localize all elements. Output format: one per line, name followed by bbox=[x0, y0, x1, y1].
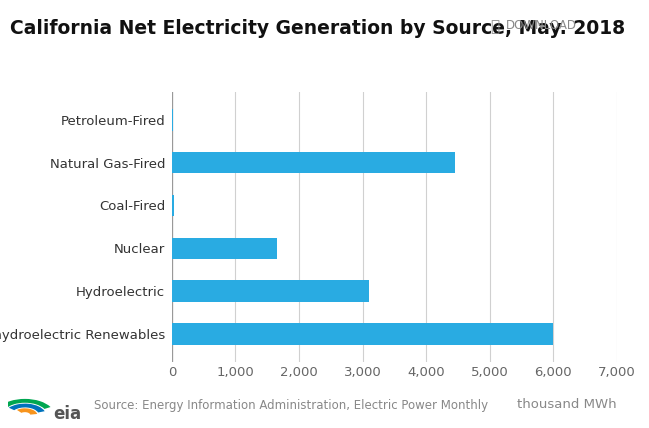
Wedge shape bbox=[0, 399, 51, 409]
Text: DOWNLOAD: DOWNLOAD bbox=[506, 19, 577, 32]
Text: Source: Energy Information Administration, Electric Power Monthly: Source: Energy Information Administratio… bbox=[94, 399, 488, 412]
Text: eia: eia bbox=[53, 405, 81, 423]
Wedge shape bbox=[9, 404, 45, 413]
Text: thousand MWh: thousand MWh bbox=[517, 398, 617, 411]
Text: California Net Electricity Generation by Source, May. 2018: California Net Electricity Generation by… bbox=[10, 19, 625, 38]
Bar bbox=[172, 152, 454, 173]
Bar bbox=[172, 195, 174, 216]
Bar bbox=[172, 238, 276, 259]
Bar bbox=[172, 323, 553, 345]
Bar bbox=[172, 280, 369, 302]
Text: ⤓: ⤓ bbox=[490, 19, 499, 34]
Wedge shape bbox=[17, 408, 37, 415]
